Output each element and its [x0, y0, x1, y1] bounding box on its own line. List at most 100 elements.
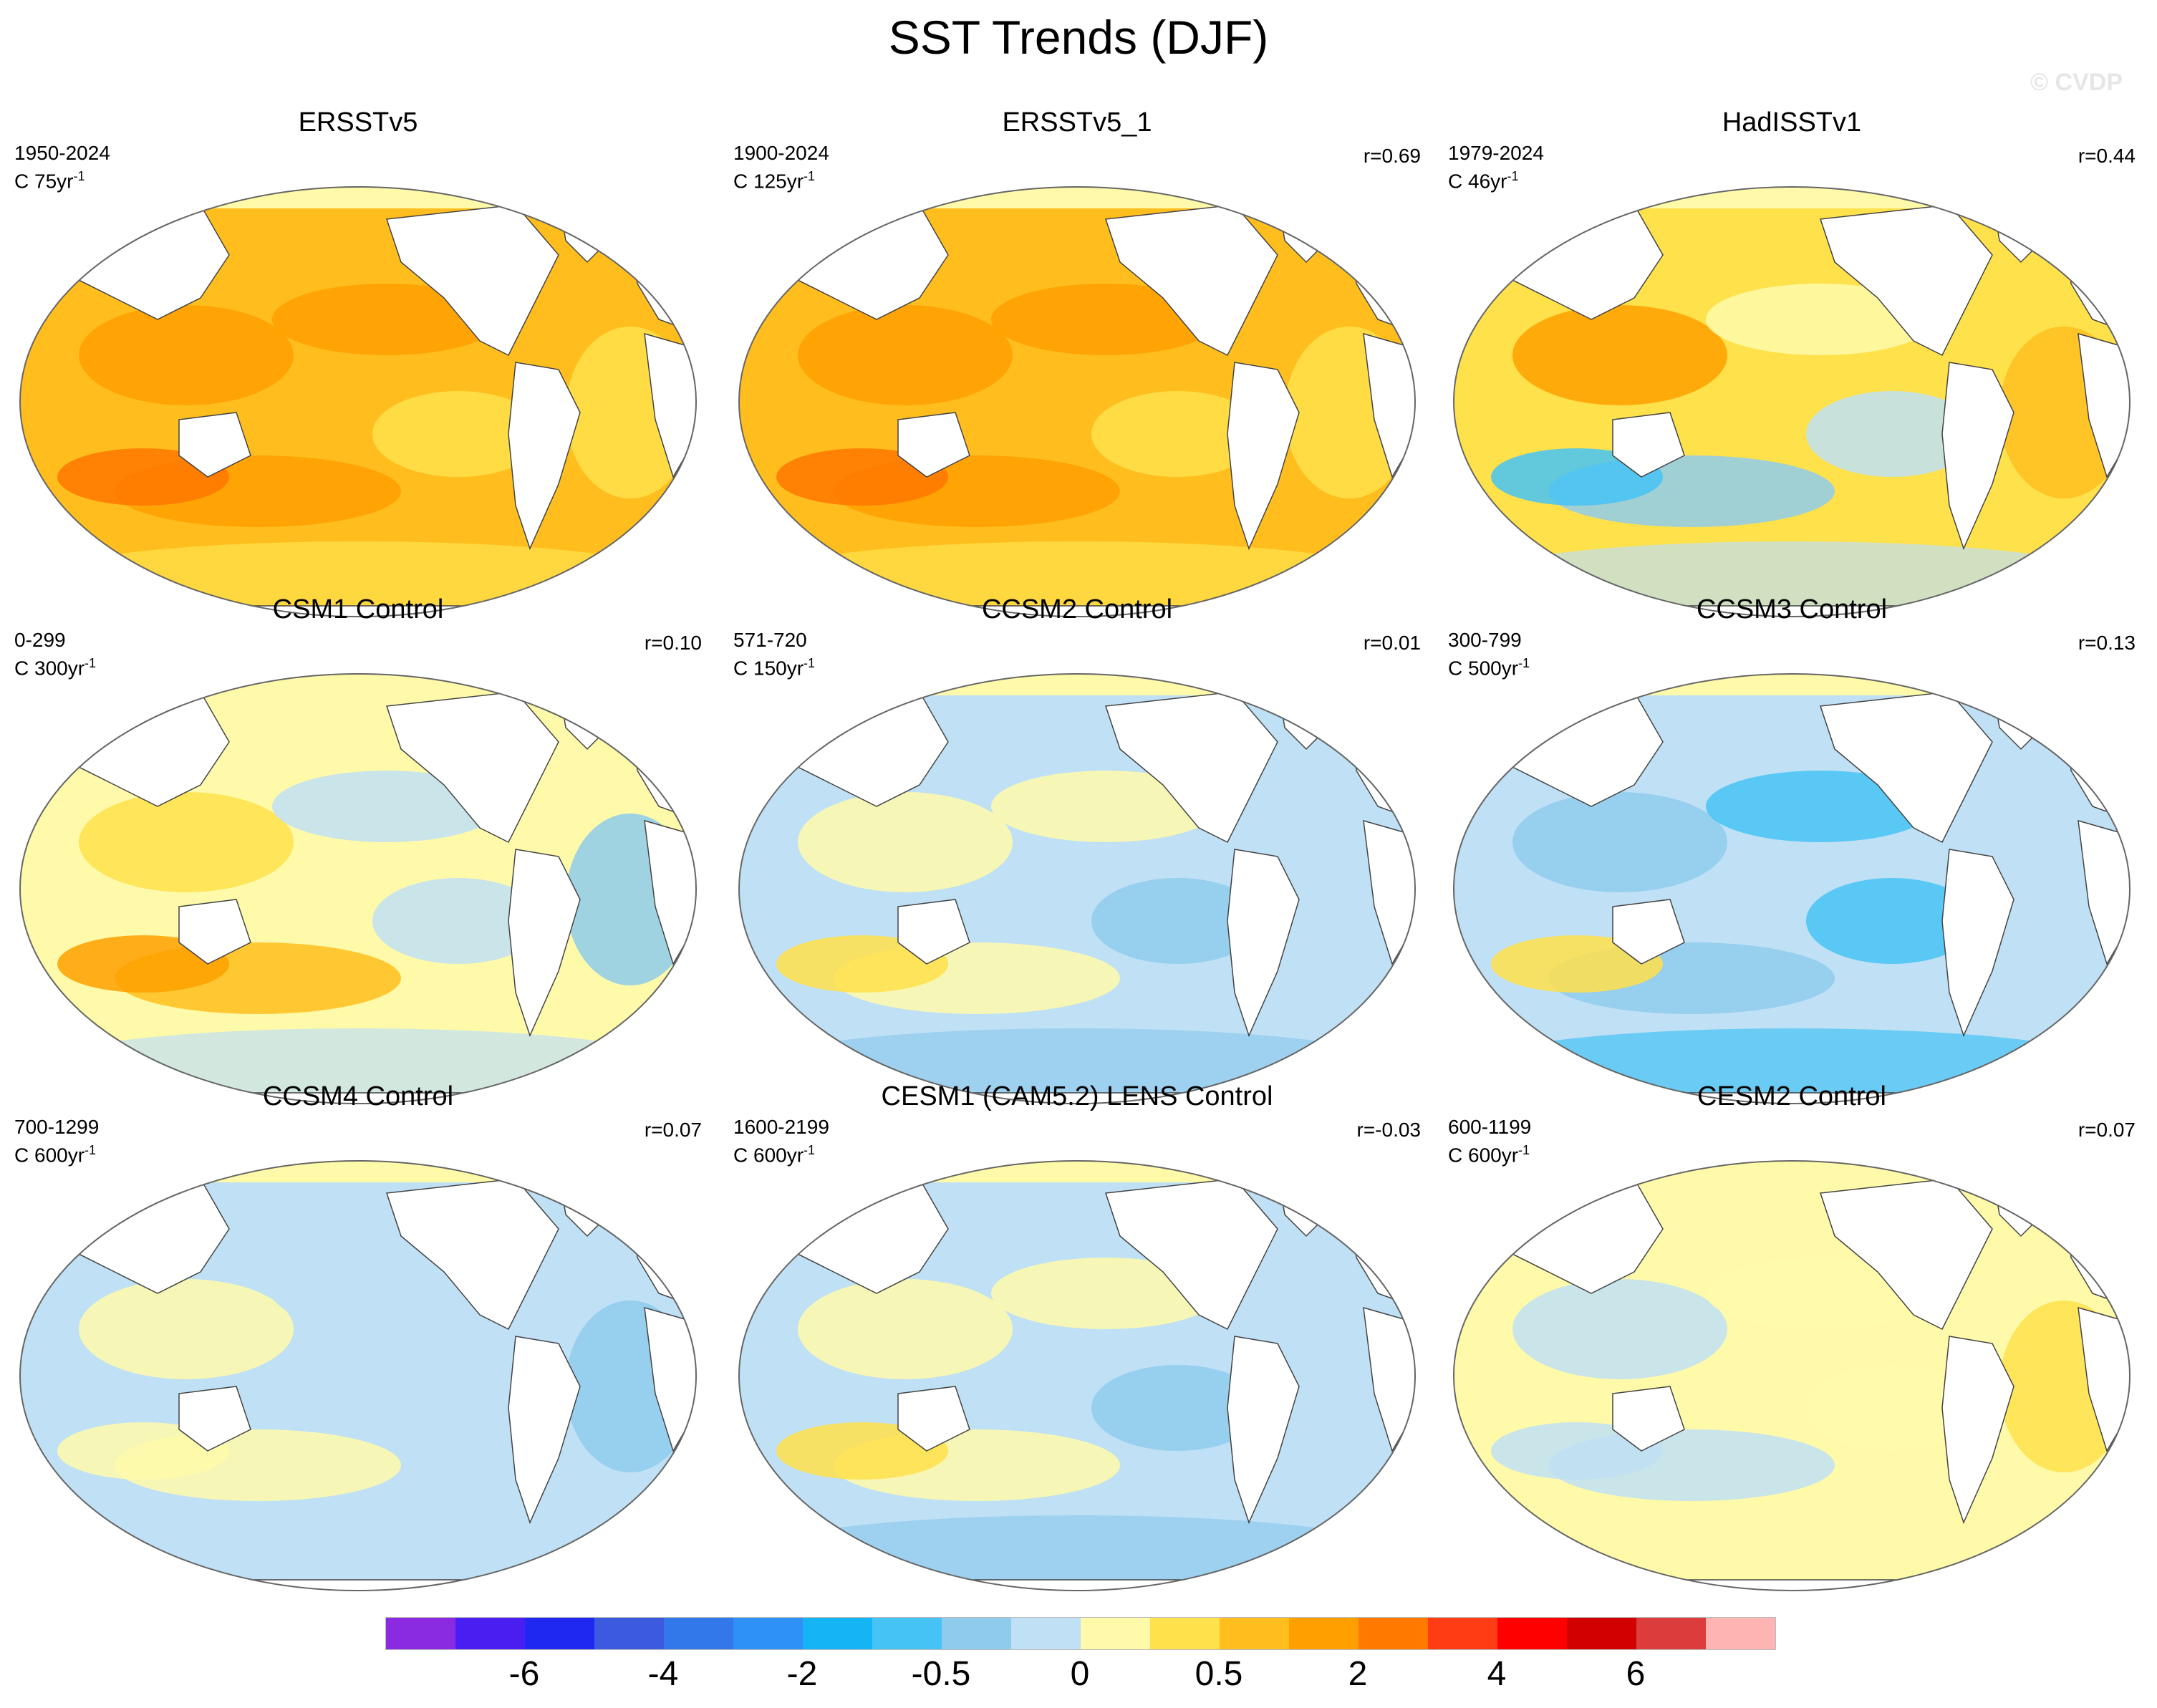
- trend-contour: [372, 1365, 544, 1451]
- watermark: © CVDP: [2030, 69, 2123, 96]
- continent-australia: [178, 412, 251, 478]
- panel-period: 1979-2024: [1448, 142, 1544, 164]
- panel-correlation: r=0.13: [2078, 632, 2136, 654]
- panel-scale-exponent: -1: [1507, 169, 1519, 183]
- trend-contour: [372, 391, 544, 477]
- trend-contour: [1512, 1279, 1727, 1379]
- continent-australia: [897, 412, 970, 478]
- map-panel: ERSSTv5_1 1900-2024 C 125yr-1 r=0.69: [733, 107, 1421, 617]
- world-map: [738, 673, 1416, 1104]
- continent-south-america: [508, 1336, 581, 1525]
- map-outline: [19, 673, 697, 1104]
- southern-ocean-band: [1477, 1515, 2107, 1587]
- colorbar-tick-label: -2: [786, 1655, 818, 1693]
- trend-contour: [1491, 1422, 1663, 1480]
- panel-title: ERSSTv5: [298, 107, 418, 137]
- arctic-band: [739, 187, 1415, 208]
- colorbar-swatch: [1081, 1618, 1150, 1649]
- trend-contour: [57, 935, 229, 993]
- continent-south-america: [1941, 362, 2014, 551]
- panel-period: 700-1299: [14, 1116, 100, 1138]
- map-panel: ERSSTv5 1950-2024 C 75yr-1: [14, 107, 702, 617]
- colorbar-tick-label: 6: [1626, 1655, 1646, 1693]
- panel-scale-value: C 75yr: [14, 170, 74, 193]
- world-map: [738, 186, 1416, 617]
- panel-scale-value: C 300yr: [14, 657, 85, 680]
- arctic-band: [20, 674, 696, 695]
- trend-contour: [1512, 305, 1727, 405]
- trend-contour: [272, 1258, 501, 1329]
- trend-contour: [272, 771, 501, 842]
- panel-scale-value: C 46yr: [1448, 170, 1507, 193]
- panel-scale-exponent: -1: [804, 169, 816, 183]
- arctic-band: [1454, 1161, 2130, 1182]
- trend-contour: [1491, 935, 1663, 993]
- map-panel: CCSM2 Control 571-720 C 150yr-1 r=0.01: [733, 594, 1421, 1104]
- colorbar-tick-label: 4: [1487, 1655, 1507, 1693]
- colorbar-swatch: [455, 1618, 525, 1649]
- map-outline: [738, 673, 1416, 1104]
- continent-north-america: [385, 691, 559, 844]
- continent-south-america: [508, 362, 581, 551]
- panel-title: CSM1 Control: [272, 594, 444, 624]
- colorbar-swatch: [1428, 1618, 1497, 1649]
- colorbar-swatch: [1289, 1618, 1359, 1649]
- continent-south-america: [508, 849, 581, 1038]
- colorbar-tick-label: -6: [508, 1655, 540, 1693]
- panel-scale: C 600yr-1: [733, 1139, 815, 1167]
- continent-australia: [1612, 899, 1685, 965]
- colorbar-swatch: [942, 1618, 1011, 1649]
- trend-contour: [798, 305, 1013, 405]
- continent-north-america: [1819, 1178, 1993, 1331]
- map-outline: [738, 1160, 1416, 1591]
- continent-australia: [1612, 1386, 1685, 1452]
- colorbar-swatch: [1150, 1618, 1220, 1649]
- trend-contour: [79, 1279, 294, 1379]
- continent-north-america: [1104, 691, 1278, 844]
- trend-contour: [372, 878, 544, 964]
- trend-contour: [1806, 1365, 1978, 1451]
- trend-contour: [1091, 878, 1263, 964]
- trend-contour: [798, 1279, 1013, 1379]
- continent-australia: [1612, 412, 1685, 478]
- panel-title: HadISSTv1: [1722, 107, 1862, 137]
- colorbar-swatch: [594, 1618, 664, 1649]
- map-panel: CESM2 Control 600-1199 C 600yr-1 r=0.07: [1448, 1081, 2136, 1591]
- trend-contour: [1091, 391, 1263, 477]
- trend-contour: [1706, 1258, 1935, 1329]
- panel-scale-value: C 600yr: [1448, 1144, 1519, 1167]
- continent-north-america: [385, 1178, 559, 1331]
- continent-south-america: [1227, 849, 1300, 1038]
- continent-north-america: [385, 204, 559, 357]
- panel-correlation: r=0.01: [1363, 632, 1421, 654]
- continent-north-america: [1819, 204, 1993, 357]
- trend-contour: [1091, 1365, 1263, 1451]
- world-map: [19, 1160, 697, 1591]
- panel-scale: C 600yr-1: [14, 1139, 96, 1167]
- colorbar-swatch: [1706, 1618, 1775, 1649]
- trend-contour: [776, 935, 948, 993]
- southern-ocean-band: [43, 1515, 673, 1587]
- trend-contour: [1806, 878, 1978, 964]
- map-panel: CCSM3 Control 300-799 C 500yr-1 r=0.13: [1448, 594, 2136, 1104]
- map-panel: CSM1 Control 0-299 C 300yr-1 r=0.10: [14, 594, 702, 1104]
- world-map: [19, 673, 697, 1104]
- panel-title: CESM1 (CAM5.2) LENS Control: [881, 1081, 1273, 1111]
- continent-australia: [178, 899, 251, 965]
- colorbar-tick-label: -4: [647, 1655, 679, 1693]
- panel-title: CCSM4 Control: [262, 1081, 454, 1111]
- map-outline: [1453, 186, 2131, 617]
- panel-scale-exponent: -1: [85, 656, 97, 670]
- panel-correlation: r=-0.03: [1356, 1119, 1422, 1141]
- map-outline: [19, 186, 697, 617]
- colorbar-tick-label: 0: [1070, 1655, 1090, 1693]
- colorbar-swatch: [1567, 1618, 1636, 1649]
- trend-contour: [991, 771, 1220, 842]
- colorbar-swatch: [1011, 1618, 1081, 1649]
- trend-contour: [991, 284, 1220, 355]
- panel-scale: C 300yr-1: [14, 652, 96, 680]
- colorbar: [385, 1617, 1776, 1650]
- trend-contour: [1512, 792, 1727, 892]
- panel-correlation: r=0.44: [2078, 145, 2136, 167]
- panel-scale-exponent: -1: [85, 1143, 97, 1157]
